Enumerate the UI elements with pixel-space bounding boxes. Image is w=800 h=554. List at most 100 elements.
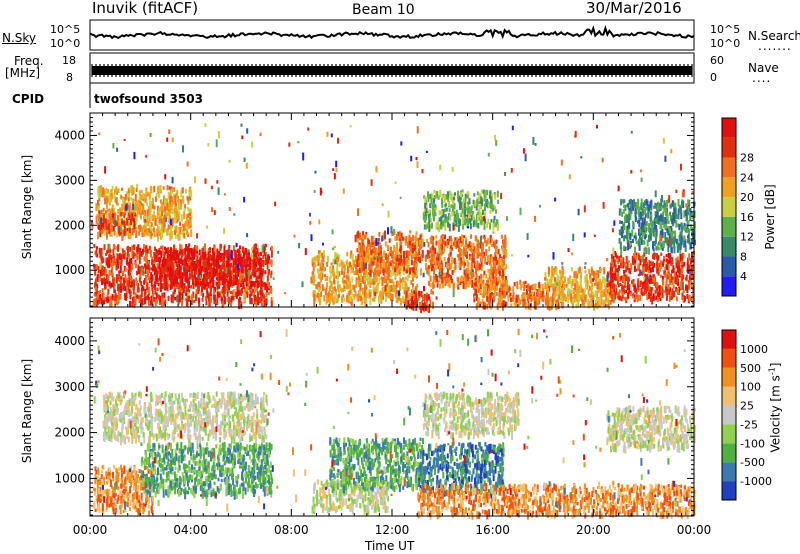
data-cell — [151, 261, 153, 266]
data-cell — [204, 295, 207, 300]
data-cell — [436, 280, 439, 288]
data-cell — [461, 204, 464, 209]
data-cell — [438, 210, 441, 216]
data-cell — [400, 278, 403, 284]
data-cell — [447, 273, 450, 278]
data-cell — [245, 282, 248, 286]
data-cell — [433, 275, 436, 283]
data-cell — [107, 223, 110, 228]
data-cell — [135, 187, 138, 192]
data-cell — [180, 265, 183, 270]
data-cell — [478, 204, 481, 211]
data-cell — [161, 201, 163, 208]
data-cell — [163, 204, 166, 212]
data-cell — [502, 301, 505, 308]
data-cell — [490, 274, 493, 280]
data-cell — [529, 286, 532, 294]
data-cell — [138, 294, 141, 299]
data-cell — [547, 266, 550, 275]
data-cell — [380, 270, 383, 274]
data-cell — [174, 261, 177, 265]
data-cell — [213, 249, 216, 255]
data-cell — [470, 209, 473, 214]
data-cell — [484, 203, 486, 211]
data-cell — [398, 267, 401, 275]
data-cell — [129, 284, 132, 288]
data-cell — [433, 268, 436, 275]
data-cell — [114, 212, 117, 221]
data-cell — [382, 232, 385, 241]
data-cell — [393, 258, 395, 263]
data-cell — [199, 258, 202, 263]
data-cell — [322, 263, 324, 271]
data-cell — [461, 208, 464, 214]
data-cell — [467, 279, 470, 288]
data-cell — [569, 275, 572, 279]
data-cell — [178, 283, 181, 289]
data-cell — [194, 270, 197, 275]
data-cell — [201, 278, 204, 286]
data-cell — [189, 186, 191, 193]
data-cell — [187, 253, 190, 259]
data-cell — [597, 270, 600, 278]
data-cell — [347, 283, 350, 290]
data-cell — [208, 259, 211, 266]
data-cell — [463, 235, 466, 239]
data-cell — [173, 244, 176, 252]
data-cell — [397, 231, 400, 237]
data-cell — [490, 268, 493, 276]
data-cell — [553, 293, 556, 302]
data-cell — [157, 234, 159, 242]
data-cell — [249, 257, 252, 265]
data-cell — [323, 295, 326, 302]
data-cell — [239, 262, 242, 268]
data-cell — [174, 249, 176, 256]
data-cell — [126, 246, 129, 251]
data-cell — [96, 214, 99, 218]
data-cell — [649, 296, 652, 302]
data-cell — [470, 234, 472, 239]
data-cell — [193, 255, 196, 260]
data-cell — [128, 214, 131, 219]
data-cell — [330, 281, 333, 289]
data-cell — [603, 299, 606, 308]
data-cell — [128, 253, 131, 260]
data-cell — [138, 190, 141, 196]
data-cell — [542, 297, 545, 303]
data-cell — [180, 281, 183, 289]
data-cell — [611, 279, 614, 283]
data-cell — [363, 290, 366, 298]
data-cell — [683, 261, 686, 267]
data-cell — [191, 251, 194, 260]
data-cell — [421, 238, 424, 242]
data-cell — [412, 234, 415, 242]
data-cell — [490, 284, 493, 292]
data-cell — [188, 257, 191, 266]
data-cell — [148, 216, 151, 224]
data-cell — [585, 274, 588, 281]
data-cell — [354, 234, 357, 243]
data-cell — [544, 272, 547, 280]
data-cell — [177, 196, 180, 203]
data-cell — [112, 225, 115, 232]
data-cell — [395, 263, 397, 267]
data-cell — [188, 192, 191, 197]
data-cell — [356, 279, 359, 284]
data-cell — [96, 293, 99, 300]
data-cell — [444, 203, 447, 208]
data-cell — [456, 276, 459, 282]
data-cell — [410, 280, 413, 285]
data-cell — [235, 275, 238, 279]
data-cell — [186, 196, 189, 202]
data-cell — [401, 263, 404, 271]
data-cell — [599, 267, 602, 273]
data-cell — [254, 244, 257, 248]
data-cell — [621, 284, 624, 289]
data-cell — [486, 261, 488, 265]
data-cell — [155, 274, 158, 281]
data-cell — [259, 251, 262, 257]
data-cell — [147, 220, 150, 227]
data-cell — [398, 230, 401, 237]
data-cell — [616, 268, 619, 272]
data-cell — [504, 250, 507, 258]
